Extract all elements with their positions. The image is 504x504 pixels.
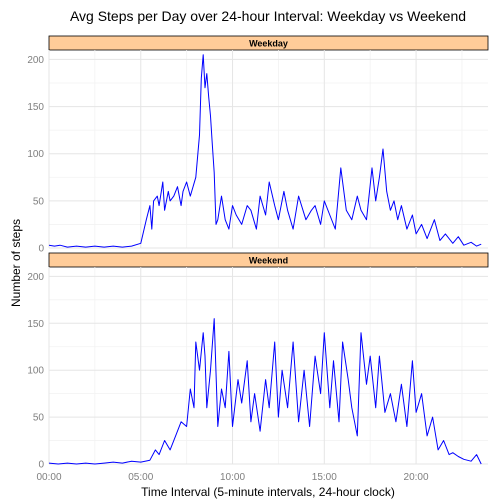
panel-weekday: Weekday 0 50 100 150 200 xyxy=(27,35,489,255)
x-tick-label: 00:00 xyxy=(36,472,61,483)
y-axis-title: Number of steps xyxy=(9,219,23,307)
y-tick-label: 0 xyxy=(38,460,44,471)
y-tick-label: 200 xyxy=(27,272,44,283)
y-tick-label: 50 xyxy=(33,413,45,424)
y-tick-label: 150 xyxy=(27,319,44,330)
strip-label-weekend: Weekend xyxy=(249,256,288,266)
x-tick-label: 15:00 xyxy=(312,472,337,483)
y-tick-label: 100 xyxy=(27,366,44,377)
y-tick-label: 100 xyxy=(27,149,44,160)
chart-panels: Weekday 0 50 100 150 200 Weekend 0 50 100 150 200 00… xyxy=(27,35,489,483)
strip-label-weekday: Weekday xyxy=(249,39,288,49)
panel-weekend: Weekend 0 50 100 150 200 xyxy=(27,252,489,471)
series-line-weekend xyxy=(48,318,482,465)
y-tick-label: 50 xyxy=(33,196,45,207)
chart-title: Avg Steps per Day over 24-hour Interval:… xyxy=(70,8,466,24)
strip-weekday xyxy=(48,35,489,51)
series-line-weekday xyxy=(48,54,482,248)
x-tick-label: 20:00 xyxy=(404,472,429,483)
x-axis-title: Time Interval (5-minute intervals, 24-ho… xyxy=(141,485,395,499)
y-tick-label: 150 xyxy=(27,102,44,113)
x-tick-label: 10:00 xyxy=(220,472,245,483)
strip-weekend xyxy=(48,252,489,268)
x-tick-label: 05:00 xyxy=(128,472,153,483)
y-tick-label: 0 xyxy=(38,244,44,255)
y-tick-label: 200 xyxy=(27,55,44,66)
